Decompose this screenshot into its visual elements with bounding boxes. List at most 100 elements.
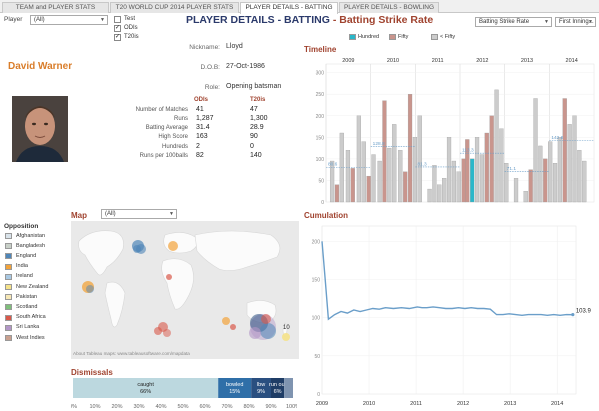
timeline-bar[interactable]: [504, 163, 509, 203]
bubble-england-3[interactable]: [133, 245, 141, 253]
tab-t20-world-cup[interactable]: T20 WORLD CUP 2014 PLAYER STATS: [110, 2, 239, 13]
bubble-south-africa-6[interactable]: [261, 314, 271, 324]
timeline-bar[interactable]: [398, 150, 403, 203]
bubble-new-zealand[interactable]: [282, 333, 290, 341]
opposition-swatch[interactable]: [5, 304, 12, 311]
opposition-label[interactable]: Afghanistan: [16, 232, 46, 239]
timeline-bar[interactable]: [562, 98, 567, 203]
checkbox-odis[interactable]: ✓: [114, 25, 121, 32]
timeline-bar[interactable]: [543, 158, 548, 203]
opposition-map[interactable]: 10 About Tableau maps: www.tableausoftwa…: [71, 221, 299, 359]
timeline-bar[interactable]: [548, 141, 553, 203]
timeline-bar[interactable]: [437, 184, 442, 203]
timeline-bar[interactable]: [513, 178, 519, 203]
timeline-bar[interactable]: [451, 160, 457, 203]
bubble-south-africa-4[interactable]: [163, 329, 171, 337]
timeline-bar[interactable]: [557, 137, 562, 203]
opposition-label[interactable]: Scotland: [16, 303, 38, 310]
timeline-bar[interactable]: [356, 115, 361, 203]
cumulation-end-point[interactable]: [571, 313, 575, 317]
dismissal-segment[interactable]: [251, 378, 271, 398]
opposition-swatch[interactable]: [5, 273, 12, 280]
bubble-england-5[interactable]: [260, 323, 276, 339]
metric-dropdown[interactable]: Batting Strike Rate ▼: [475, 17, 552, 27]
bubble-ireland[interactable]: [86, 285, 94, 293]
timeline-bar[interactable]: [552, 163, 558, 203]
player-dropdown[interactable]: (All) ▼: [30, 15, 108, 25]
bubble-india-2[interactable]: [168, 241, 178, 251]
tab-player-batting[interactable]: PLAYER DETAILS - BATTING: [240, 2, 338, 14]
opposition-label[interactable]: Pakistan: [16, 293, 38, 300]
timeline-bar[interactable]: [465, 139, 470, 203]
timeline-bar[interactable]: [528, 169, 533, 203]
opposition-label[interactable]: England: [16, 252, 37, 259]
timeline-bar[interactable]: [350, 168, 355, 203]
opposition-label[interactable]: South Africa: [16, 314, 46, 321]
timeline-bar[interactable]: [377, 160, 382, 203]
opposition-swatch[interactable]: [5, 335, 12, 341]
opposition-label[interactable]: New Zealand: [16, 283, 49, 290]
timeline-bar[interactable]: [456, 171, 461, 203]
opposition-swatch[interactable]: [5, 243, 12, 250]
bubble-south-africa-5[interactable]: [230, 324, 236, 330]
checkbox-t20is[interactable]: ✓: [114, 34, 121, 41]
opposition-swatch[interactable]: [5, 314, 12, 321]
timeline-bar[interactable]: [403, 171, 408, 203]
timeline-bar[interactable]: [371, 154, 376, 203]
timeline-bar[interactable]: [572, 115, 577, 203]
checkbox-test[interactable]: [114, 16, 121, 23]
timeline-bar[interactable]: [484, 132, 489, 203]
timeline-bar[interactable]: [412, 137, 418, 203]
timeline-bar[interactable]: [417, 115, 422, 203]
timeline-bar[interactable]: [577, 150, 582, 203]
timeline-bar[interactable]: [461, 158, 466, 203]
timeline-bar[interactable]: [387, 147, 392, 203]
timeline-bar[interactable]: [538, 145, 543, 203]
timeline-bar[interactable]: [523, 191, 528, 203]
innings-dropdown[interactable]: First Inning... ▼: [555, 17, 596, 27]
opposition-swatch[interactable]: [5, 324, 12, 331]
dismissal-segment[interactable]: [284, 378, 293, 398]
timeline-bar[interactable]: [432, 165, 437, 203]
dismissal-segment[interactable]: [218, 378, 252, 398]
timeline-bar[interactable]: [361, 141, 366, 203]
timeline-bar[interactable]: [392, 124, 397, 203]
timeline-bar[interactable]: [442, 178, 447, 203]
opposition-label[interactable]: Sri Lanka: [16, 324, 40, 331]
map-attribution[interactable]: About Tableau maps: www.tableausoftware.…: [73, 351, 190, 356]
timeline-bar[interactable]: [407, 94, 413, 203]
opposition-label[interactable]: Bangladesh: [16, 242, 46, 249]
dismissal-segment[interactable]: [73, 378, 219, 398]
timeline-bar[interactable]: [474, 137, 480, 203]
cumulation-line[interactable]: [321, 241, 573, 321]
dismissal-segment[interactable]: [271, 378, 285, 398]
timeline-bar[interactable]: [446, 137, 452, 203]
bubble-sri-lanka-2[interactable]: [249, 327, 261, 339]
timeline-bar[interactable]: [345, 150, 351, 203]
opposition-swatch[interactable]: [5, 253, 12, 260]
timeline-bar[interactable]: [334, 184, 340, 203]
timeline-bar[interactable]: [329, 160, 335, 203]
timeline-bar[interactable]: [489, 115, 494, 203]
map-filter-dropdown[interactable]: (All) ▼: [101, 209, 177, 219]
timeline-bar[interactable]: [382, 100, 387, 203]
timeline-bar[interactable]: [499, 128, 504, 203]
timeline-bar[interactable]: [582, 160, 587, 203]
opposition-swatch[interactable]: [5, 263, 12, 270]
opposition-label[interactable]: Ireland: [16, 273, 33, 280]
opposition-label[interactable]: West Indies: [16, 334, 45, 341]
opposition-label[interactable]: India: [16, 263, 28, 270]
timeline-bar[interactable]: [427, 188, 432, 203]
timeline-bar[interactable]: [567, 124, 572, 203]
timeline-bar[interactable]: [479, 154, 485, 203]
tab-team-player-stats[interactable]: TEAM and PLAYER STATS: [2, 2, 109, 13]
timeline-bar[interactable]: [470, 158, 475, 203]
bubble-south-africa-1[interactable]: [166, 274, 172, 280]
opposition-swatch[interactable]: [5, 294, 12, 301]
opposition-swatch[interactable]: [5, 284, 12, 290]
bubble-india-3[interactable]: [222, 317, 230, 325]
timeline-bar[interactable]: [533, 98, 538, 203]
timeline-bar[interactable]: [494, 89, 499, 203]
tab-player-bowling[interactable]: PLAYER DETAILS - BOWLING: [339, 2, 439, 13]
bubble-south-africa-3[interactable]: [154, 327, 162, 335]
